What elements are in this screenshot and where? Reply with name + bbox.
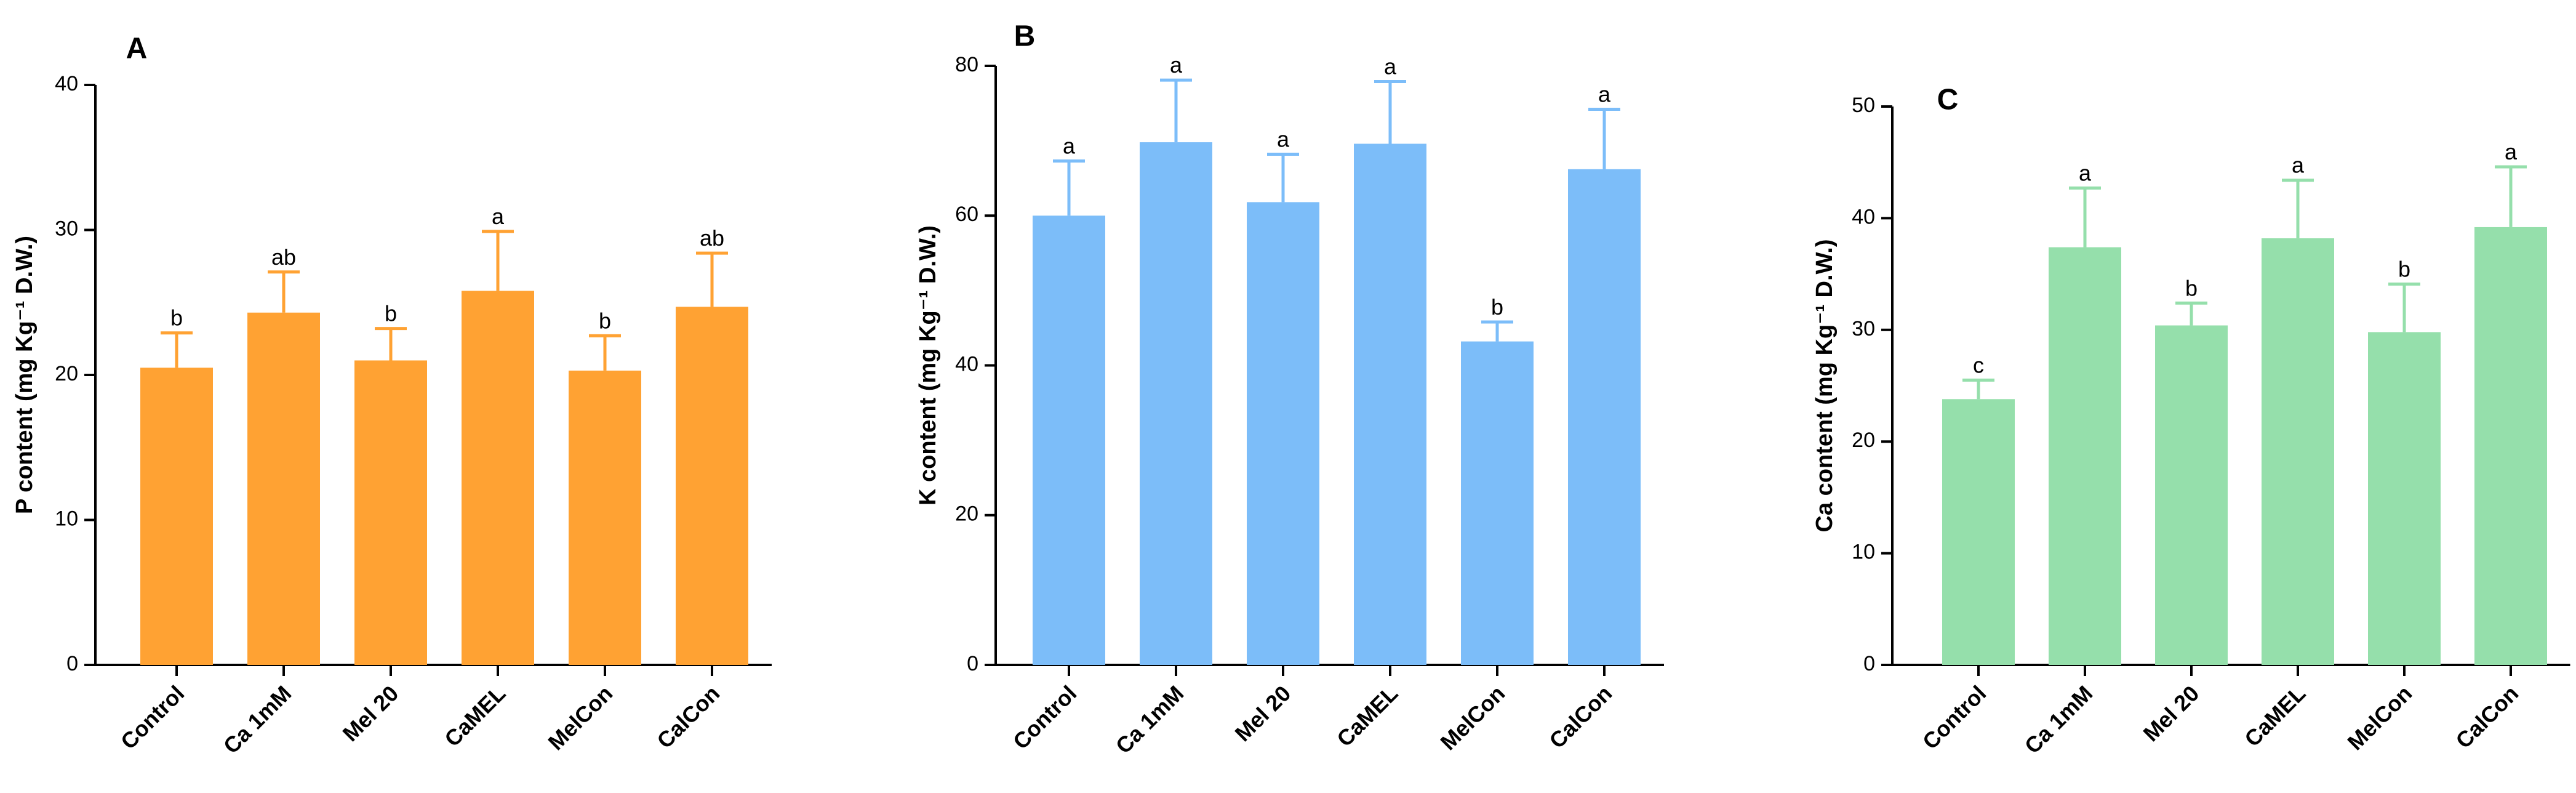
significance-letter: b xyxy=(599,308,611,333)
y-tick-label: 50 xyxy=(1852,94,1875,117)
significance-letter: a xyxy=(2079,160,2092,185)
y-tick-label: 0 xyxy=(66,652,78,675)
bar xyxy=(676,307,748,665)
significance-letter: ab xyxy=(271,244,296,270)
category-label: Mel 20 xyxy=(2138,680,2204,746)
category-label: Ca 1mM xyxy=(2020,680,2098,759)
significance-letter: b xyxy=(2185,275,2198,300)
category-label: Control xyxy=(116,680,189,754)
category-label: CalCon xyxy=(2450,680,2523,753)
bar xyxy=(247,312,320,665)
significance-letter: a xyxy=(1598,82,1611,107)
significance-letter: ab xyxy=(700,225,724,251)
significance-letter: b xyxy=(385,301,397,326)
bar xyxy=(1354,143,1426,666)
bar xyxy=(1942,399,2015,665)
significance-letter: a xyxy=(492,204,505,229)
category-label: Ca 1mM xyxy=(1111,680,1189,759)
significance-letter: a xyxy=(1063,133,1076,158)
bar xyxy=(2262,238,2334,665)
bar xyxy=(1247,202,1319,665)
category-label: Control xyxy=(1918,680,1991,754)
panel-letter: B xyxy=(1014,20,1036,53)
y-tick-label: 40 xyxy=(1852,205,1875,228)
y-tick-label: 20 xyxy=(955,502,978,526)
significance-letter: c xyxy=(1973,352,1984,377)
y-tick-label: 60 xyxy=(955,203,978,226)
significance-letter: a xyxy=(2505,139,2518,164)
bar xyxy=(1033,215,1105,665)
y-tick-label: 0 xyxy=(1863,652,1875,675)
y-tick-label: 80 xyxy=(955,53,978,76)
y-axis-label: Ca content (mg Kg⁻¹ D.W.) xyxy=(1812,239,1838,532)
y-tick-label: 20 xyxy=(55,362,78,385)
category-label: Ca 1mM xyxy=(218,680,297,759)
significance-letter: a xyxy=(1384,54,1397,79)
category-label: Control xyxy=(1008,680,1081,754)
y-tick-label: 40 xyxy=(955,352,978,376)
significance-letter: b xyxy=(2398,256,2410,281)
bar xyxy=(1568,169,1641,665)
category-label: Mel 20 xyxy=(338,680,404,746)
chart-panel-c: C Ca content (mg Kg⁻¹ D.W.) 0 10 20 30 40 50 c Co… xyxy=(1812,84,2570,759)
y-axis-label: P content (mg Kg⁻¹ D.W.) xyxy=(12,236,38,514)
bar xyxy=(569,370,641,665)
chart-panel-b: B K content (mg Kg⁻¹ D.W.) 0 20 40 60 80 a Contr… xyxy=(915,20,1664,759)
bar xyxy=(462,291,534,665)
y-tick-label: 0 xyxy=(967,652,978,675)
category-label: MelCon xyxy=(2342,680,2417,755)
bar xyxy=(1461,341,1534,665)
category-label: CaMEL xyxy=(439,680,510,751)
bar xyxy=(140,368,213,665)
bar xyxy=(2155,325,2228,665)
bar xyxy=(354,360,427,665)
significance-letter: b xyxy=(1491,294,1503,320)
significance-letter: a xyxy=(1170,52,1183,78)
panel-letter: A xyxy=(126,33,148,65)
bar xyxy=(1140,142,1212,665)
bar xyxy=(2474,227,2547,665)
y-tick-label: 20 xyxy=(1852,429,1875,452)
category-label: CaMEL xyxy=(1332,680,1402,751)
category-label: CalCon xyxy=(1544,680,1617,753)
y-tick-label: 10 xyxy=(1852,541,1875,564)
y-tick-label: 10 xyxy=(55,507,78,530)
significance-letter: a xyxy=(2292,153,2305,178)
significance-letter: b xyxy=(170,305,183,331)
category-label: MelCon xyxy=(1435,680,1510,755)
panel-letter: C xyxy=(1937,84,1959,116)
category-label: Mel 20 xyxy=(1230,680,1296,746)
category-label: CalCon xyxy=(652,680,724,753)
chart-panel-a: A P content (mg Kg⁻¹ D.W.) 0 10 20 30 40 b Contr… xyxy=(12,33,772,759)
y-axis-label: K content (mg Kg⁻¹ D.W.) xyxy=(915,225,941,505)
y-tick-label: 30 xyxy=(1852,317,1875,340)
bar xyxy=(2049,247,2121,666)
category-label: CaMEL xyxy=(2239,680,2310,751)
y-tick-label: 30 xyxy=(55,217,78,240)
significance-letter: a xyxy=(1277,127,1290,152)
category-label: MelCon xyxy=(543,680,617,755)
bar xyxy=(2368,332,2441,665)
y-tick-label: 40 xyxy=(55,72,78,95)
